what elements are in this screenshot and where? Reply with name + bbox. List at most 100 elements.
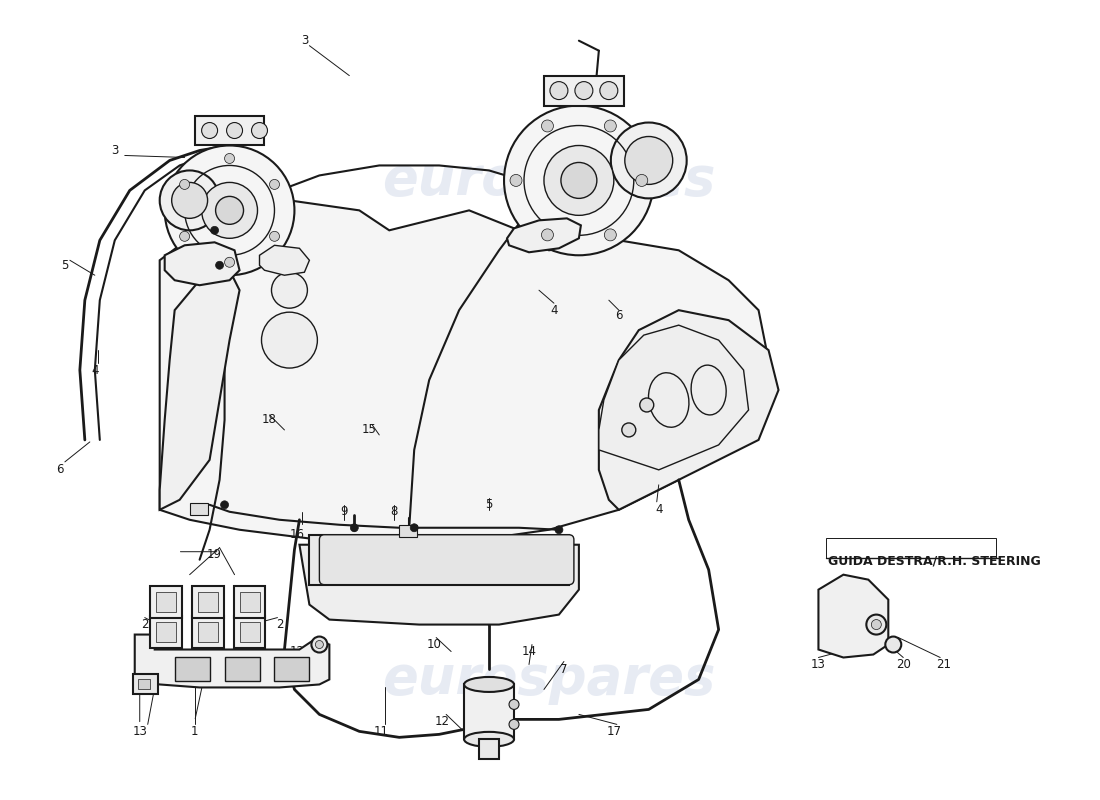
Circle shape bbox=[541, 229, 553, 241]
Circle shape bbox=[867, 614, 887, 634]
Text: 17: 17 bbox=[606, 725, 621, 738]
Circle shape bbox=[224, 258, 234, 267]
Circle shape bbox=[270, 231, 279, 242]
FancyBboxPatch shape bbox=[319, 534, 574, 585]
Text: 10: 10 bbox=[427, 638, 441, 651]
Circle shape bbox=[221, 501, 229, 509]
Bar bbox=[480, 739, 499, 759]
Text: 3: 3 bbox=[300, 34, 308, 47]
Text: 9: 9 bbox=[341, 506, 348, 518]
Bar bbox=[150, 615, 182, 647]
Bar bbox=[189, 503, 208, 514]
Bar bbox=[195, 115, 264, 146]
Text: 5: 5 bbox=[485, 498, 493, 511]
Circle shape bbox=[636, 174, 648, 186]
Circle shape bbox=[625, 137, 673, 185]
Circle shape bbox=[510, 174, 522, 186]
Bar bbox=[233, 615, 265, 647]
Polygon shape bbox=[299, 545, 579, 625]
Circle shape bbox=[179, 179, 189, 190]
Bar bbox=[175, 657, 210, 682]
Bar bbox=[133, 674, 157, 694]
Text: eurospares: eurospares bbox=[383, 654, 716, 706]
Text: 7: 7 bbox=[560, 663, 568, 676]
Text: 2: 2 bbox=[276, 618, 283, 631]
Circle shape bbox=[410, 524, 418, 532]
Bar bbox=[156, 592, 176, 611]
Text: 4: 4 bbox=[654, 503, 662, 516]
Circle shape bbox=[227, 122, 242, 138]
Circle shape bbox=[262, 312, 318, 368]
Bar bbox=[826, 538, 997, 558]
Polygon shape bbox=[507, 218, 581, 252]
Circle shape bbox=[544, 146, 614, 215]
Text: 16: 16 bbox=[290, 528, 305, 542]
Text: 8: 8 bbox=[390, 506, 398, 518]
Circle shape bbox=[600, 82, 618, 99]
Bar bbox=[150, 586, 182, 618]
Text: 6: 6 bbox=[56, 463, 64, 476]
Circle shape bbox=[272, 272, 307, 308]
Bar bbox=[334, 545, 389, 574]
Bar bbox=[484, 545, 539, 574]
Text: 12: 12 bbox=[434, 715, 450, 728]
Ellipse shape bbox=[464, 732, 514, 747]
Bar bbox=[233, 586, 265, 618]
Bar bbox=[224, 657, 260, 682]
Text: 4: 4 bbox=[91, 363, 99, 377]
Text: 20: 20 bbox=[895, 658, 911, 671]
Bar bbox=[464, 685, 514, 739]
Circle shape bbox=[640, 398, 653, 412]
Text: 19: 19 bbox=[207, 548, 222, 562]
Circle shape bbox=[179, 231, 189, 242]
Bar bbox=[240, 622, 260, 642]
Circle shape bbox=[201, 122, 218, 138]
Text: 12: 12 bbox=[290, 645, 305, 658]
Circle shape bbox=[561, 162, 597, 198]
Text: eurospares: eurospares bbox=[383, 404, 716, 456]
Polygon shape bbox=[134, 634, 329, 687]
Ellipse shape bbox=[464, 677, 514, 692]
Polygon shape bbox=[598, 310, 779, 510]
Bar bbox=[309, 534, 569, 585]
Text: 15: 15 bbox=[362, 423, 376, 437]
Bar bbox=[191, 615, 223, 647]
Bar bbox=[156, 622, 176, 642]
Circle shape bbox=[871, 619, 881, 630]
Bar bbox=[198, 592, 218, 611]
Polygon shape bbox=[160, 200, 769, 545]
Circle shape bbox=[210, 226, 219, 234]
Text: 13: 13 bbox=[811, 658, 826, 671]
Text: 4: 4 bbox=[550, 304, 558, 317]
Polygon shape bbox=[818, 574, 889, 658]
Text: 14: 14 bbox=[521, 645, 537, 658]
Text: 6: 6 bbox=[615, 309, 623, 322]
Bar bbox=[191, 586, 223, 618]
Circle shape bbox=[316, 641, 323, 649]
Circle shape bbox=[252, 122, 267, 138]
Bar bbox=[544, 76, 624, 106]
Circle shape bbox=[216, 196, 243, 224]
Polygon shape bbox=[260, 246, 309, 275]
Bar bbox=[240, 592, 260, 611]
Bar bbox=[399, 525, 417, 537]
Circle shape bbox=[270, 179, 279, 190]
Circle shape bbox=[201, 182, 257, 238]
Text: 13: 13 bbox=[132, 725, 147, 738]
Text: GUIDA DESTRA/R.H. STEERING: GUIDA DESTRA/R.H. STEERING bbox=[828, 554, 1042, 568]
Text: 18: 18 bbox=[262, 414, 277, 426]
Text: 1: 1 bbox=[191, 725, 198, 738]
Circle shape bbox=[604, 120, 616, 132]
Circle shape bbox=[311, 637, 328, 653]
Text: eurospares: eurospares bbox=[383, 154, 716, 206]
Circle shape bbox=[575, 82, 593, 99]
Circle shape bbox=[554, 526, 563, 534]
Circle shape bbox=[550, 82, 568, 99]
Circle shape bbox=[504, 106, 653, 255]
Polygon shape bbox=[165, 242, 240, 286]
Bar bbox=[198, 622, 218, 642]
Text: 2: 2 bbox=[141, 618, 149, 631]
Text: 3: 3 bbox=[111, 144, 119, 157]
Circle shape bbox=[610, 122, 686, 198]
Circle shape bbox=[216, 262, 223, 270]
